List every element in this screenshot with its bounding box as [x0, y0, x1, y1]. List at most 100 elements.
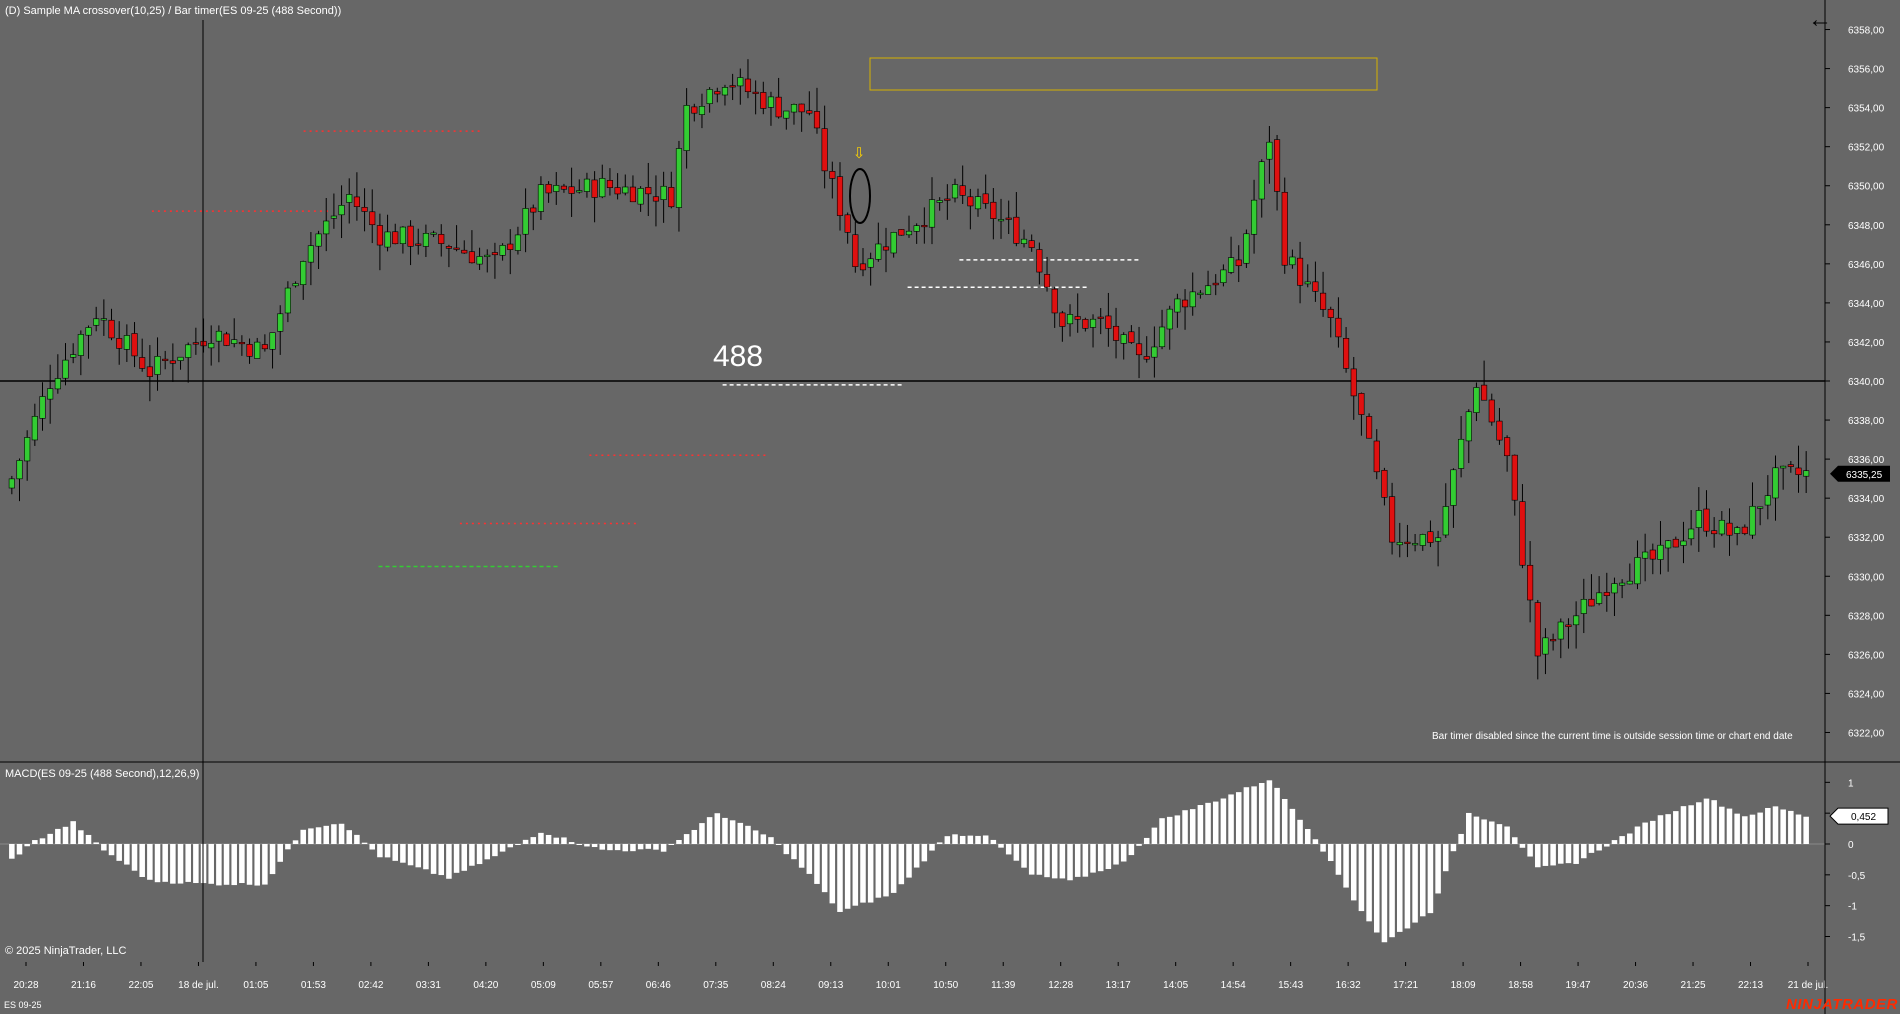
- candle-body: [798, 103, 805, 113]
- candle-body: [1542, 637, 1549, 655]
- macd-bar: [1519, 844, 1526, 848]
- macd-bar: [706, 817, 713, 844]
- candle-body: [691, 106, 698, 114]
- candle-body: [1672, 538, 1679, 548]
- candle-body: [1757, 506, 1764, 509]
- macd-bar: [453, 844, 460, 873]
- macd-bar: [959, 835, 966, 844]
- macd-bar: [645, 844, 652, 849]
- candle-body: [974, 196, 982, 210]
- macd-bar: [139, 844, 145, 877]
- candle-body: [261, 344, 268, 350]
- macd-bar: [1327, 844, 1334, 862]
- macd-bar: [430, 844, 437, 874]
- candle-body: [760, 92, 767, 109]
- candle-body: [1204, 285, 1212, 295]
- candle-body: [192, 342, 199, 345]
- candle-body: [599, 178, 606, 198]
- macd-bar: [85, 834, 92, 844]
- candle-body: [16, 460, 23, 480]
- time-tick-label: 12:28: [1048, 980, 1073, 991]
- candle-body: [936, 200, 943, 203]
- time-tick-label: 21:16: [71, 980, 96, 991]
- candle-body: [583, 178, 591, 192]
- candle-body: [1519, 501, 1526, 566]
- signal-markers: ⇩: [849, 145, 871, 224]
- candle-body: [1020, 238, 1028, 244]
- candle-body: [591, 179, 598, 198]
- candle-body: [1258, 161, 1265, 200]
- macd-bar: [223, 844, 230, 885]
- time-axis: 20:28 21:16 22:05 18 de jul. 01:05 01:53 02:42…: [13, 962, 1828, 991]
- candle-body: [269, 332, 276, 350]
- candle-body: [959, 185, 966, 196]
- candle-body: [1158, 326, 1166, 348]
- macd-bar: [1274, 787, 1280, 844]
- candle-body: [185, 344, 192, 358]
- candle-body: [714, 91, 721, 95]
- candle-body: [369, 211, 376, 226]
- candle-body: [1496, 420, 1503, 441]
- macd-bar: [1120, 844, 1127, 862]
- macd-bar: [269, 844, 276, 875]
- candle-body: [1764, 495, 1771, 506]
- macd-bar: [622, 844, 629, 852]
- candle-body: [139, 357, 146, 369]
- candle-body: [1028, 240, 1035, 248]
- price-tick-label: 6344,00: [1848, 299, 1885, 310]
- candle-body: [353, 196, 360, 207]
- arrow-left-icon[interactable]: ←: [1808, 6, 1832, 33]
- macd-bar: [1350, 844, 1357, 901]
- candle-body: [1005, 217, 1012, 220]
- candle-body: [77, 334, 84, 356]
- macd-bar: [200, 844, 207, 884]
- macd-bar: [499, 844, 506, 852]
- macd-bar: [1734, 813, 1740, 844]
- macd-bar: [1780, 809, 1786, 844]
- macd-bar: [331, 824, 337, 844]
- price-tick-label: 6346,00: [1848, 260, 1885, 271]
- macd-tick-label: -1,5: [1848, 933, 1866, 944]
- macd-bar: [637, 844, 644, 850]
- macd-bar: [492, 844, 498, 857]
- candle-body: [31, 416, 38, 441]
- candle-body: [1074, 316, 1081, 320]
- candle-body: [438, 234, 445, 244]
- candle-body: [315, 233, 322, 247]
- macd-bar: [829, 844, 836, 904]
- macd-value-label: 0,452: [1851, 812, 1876, 823]
- candle-body: [499, 245, 506, 256]
- macd-bar: [1212, 801, 1219, 844]
- macd-bar: [1588, 844, 1595, 853]
- price-tick-label: 6324,00: [1848, 689, 1885, 700]
- macd-bar: [545, 834, 552, 844]
- candle-body: [859, 263, 867, 271]
- time-tick-label: 14:05: [1163, 980, 1188, 991]
- macd-bar: [1128, 844, 1135, 856]
- candle-body: [468, 251, 475, 264]
- time-tick-label: 17:21: [1393, 980, 1418, 991]
- candle-body: [1297, 257, 1304, 286]
- time-tick-label: 03:31: [416, 980, 441, 991]
- candle-body: [1412, 543, 1419, 546]
- candle-body: [323, 220, 330, 235]
- candle-body: [1481, 384, 1488, 401]
- candle-body: [1795, 467, 1802, 475]
- time-tick-label: 05:57: [588, 980, 613, 991]
- time-tick-label: 08:24: [761, 980, 786, 991]
- macd-bar: [921, 844, 928, 862]
- macd-value-box: [1829, 807, 1889, 825]
- macd-bar: [699, 823, 705, 844]
- macd-bar: [1266, 780, 1273, 844]
- candle-body: [1235, 259, 1242, 267]
- price-tick-label: 6334,00: [1848, 494, 1885, 505]
- macd-bar: [1611, 840, 1618, 844]
- macd-bar: [70, 821, 76, 844]
- macd-bar: [170, 844, 176, 884]
- macd-bar: [1373, 844, 1380, 933]
- macd-bar: [1074, 844, 1081, 877]
- candle-body: [1703, 508, 1710, 532]
- price-tick-label: 6330,00: [1848, 572, 1885, 583]
- macd-bar: [1420, 844, 1426, 917]
